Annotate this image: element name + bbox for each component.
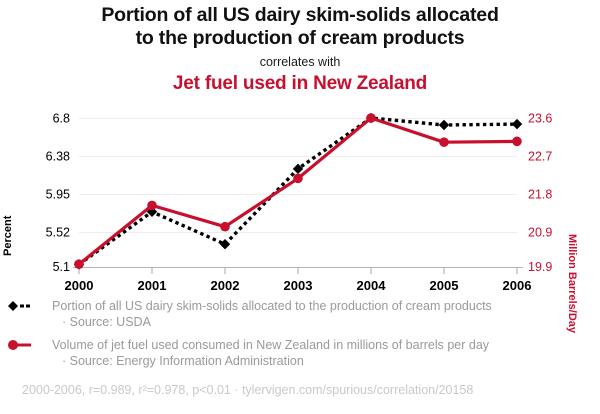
y-tick-left-0: 6.8 bbox=[53, 112, 70, 126]
chart-plot-area: 6.8 6.38 5.95 5.52 5.1 23.6 22.7 21.8 20… bbox=[0, 104, 600, 334]
y-tick-left-2: 5.95 bbox=[46, 188, 70, 202]
y-axis-right-ticks: 23.6 22.7 21.8 20.9 19.9 bbox=[528, 112, 552, 275]
data-point-2002 bbox=[220, 221, 230, 232]
chart-footer-stats: 2000-2006, r=0.989, r²=0.978, p<0.01 · t… bbox=[22, 383, 474, 397]
title-line-2: to the production of cream products bbox=[135, 27, 465, 49]
y-tick-left-1: 6.38 bbox=[46, 150, 70, 164]
x-tick-2: 2002 bbox=[211, 278, 240, 293]
data-point-2005 bbox=[438, 119, 450, 131]
x-tick-4: 2004 bbox=[357, 278, 387, 293]
legend-spacer bbox=[0, 330, 600, 337]
y-tick-right-0: 23.6 bbox=[528, 112, 552, 126]
y-tick-left-4: 5.1 bbox=[53, 260, 70, 274]
diamond-dotted-marker-icon bbox=[8, 301, 30, 311]
data-point-2001 bbox=[147, 200, 157, 211]
legend-label-series2: Volume of jet fuel used consumed in New … bbox=[52, 338, 490, 352]
legend-source-series1: · Source: USDA bbox=[62, 315, 151, 329]
series-1-diamond bbox=[73, 112, 523, 270]
page-title: Portion of all US dairy skim-solids allo… bbox=[0, 4, 600, 50]
data-series-layer bbox=[73, 112, 523, 270]
x-tick-3: 2003 bbox=[284, 278, 313, 293]
correlation-line-chart: 6.8 6.38 5.95 5.52 5.1 23.6 22.7 21.8 20… bbox=[46, 112, 553, 294]
y-tick-left-3: 5.52 bbox=[46, 226, 70, 240]
y-axis-left-title: Percent bbox=[2, 215, 14, 256]
legend-source-series2: · Source: Energy Information Administrat… bbox=[62, 354, 304, 368]
data-point-2005 bbox=[439, 137, 449, 147]
data-point-2001 bbox=[146, 206, 158, 217]
x-tick-0: 2000 bbox=[65, 278, 94, 293]
x-tick-5: 2005 bbox=[430, 278, 459, 293]
data-point-2002 bbox=[219, 239, 231, 250]
y-tick-right-1: 22.7 bbox=[528, 150, 552, 164]
y-axis-left-ticks: 6.8 6.38 5.95 5.52 5.1 bbox=[46, 112, 70, 275]
series-2-circle bbox=[74, 113, 522, 269]
data-point-2003 bbox=[293, 173, 303, 184]
x-axis-ticks bbox=[78, 267, 518, 274]
chart-title-block: Portion of all US dairy skim-solids allo… bbox=[0, 4, 600, 95]
circle-solid-marker-icon bbox=[8, 340, 31, 350]
legend-entry-series2: Volume of jet fuel used consumed in New … bbox=[0, 337, 600, 353]
data-point-2000 bbox=[74, 259, 84, 269]
x-tick-6: 2006 bbox=[503, 278, 532, 293]
series-line bbox=[78, 116, 518, 266]
gridlines bbox=[79, 118, 517, 233]
data-point-2006 bbox=[511, 118, 523, 130]
series-line bbox=[77, 116, 519, 266]
title-line-1: Portion of all US dairy skim-solids allo… bbox=[101, 4, 499, 26]
y-tick-right-2: 21.8 bbox=[528, 188, 552, 202]
data-point-2006 bbox=[512, 136, 522, 147]
y-tick-right-4: 19.9 bbox=[528, 260, 552, 274]
legend-label-series1: Portion of all US dairy skim-solids allo… bbox=[52, 299, 492, 313]
legend-entry-series1: Portion of all US dairy skim-solids allo… bbox=[0, 298, 600, 314]
data-point-2004 bbox=[366, 113, 376, 123]
page-subtitle: Jet fuel used in New Zealand bbox=[172, 73, 428, 94]
correlates-with-label: correlates with bbox=[259, 55, 341, 69]
y-tick-right-3: 20.9 bbox=[528, 226, 552, 240]
x-axis-tick-labels: 2000 2001 2002 2003 2004 2005 2006 bbox=[65, 278, 532, 293]
chart-legend: Portion of all US dairy skim-solids allo… bbox=[0, 298, 600, 369]
x-tick-1: 2001 bbox=[138, 278, 167, 293]
